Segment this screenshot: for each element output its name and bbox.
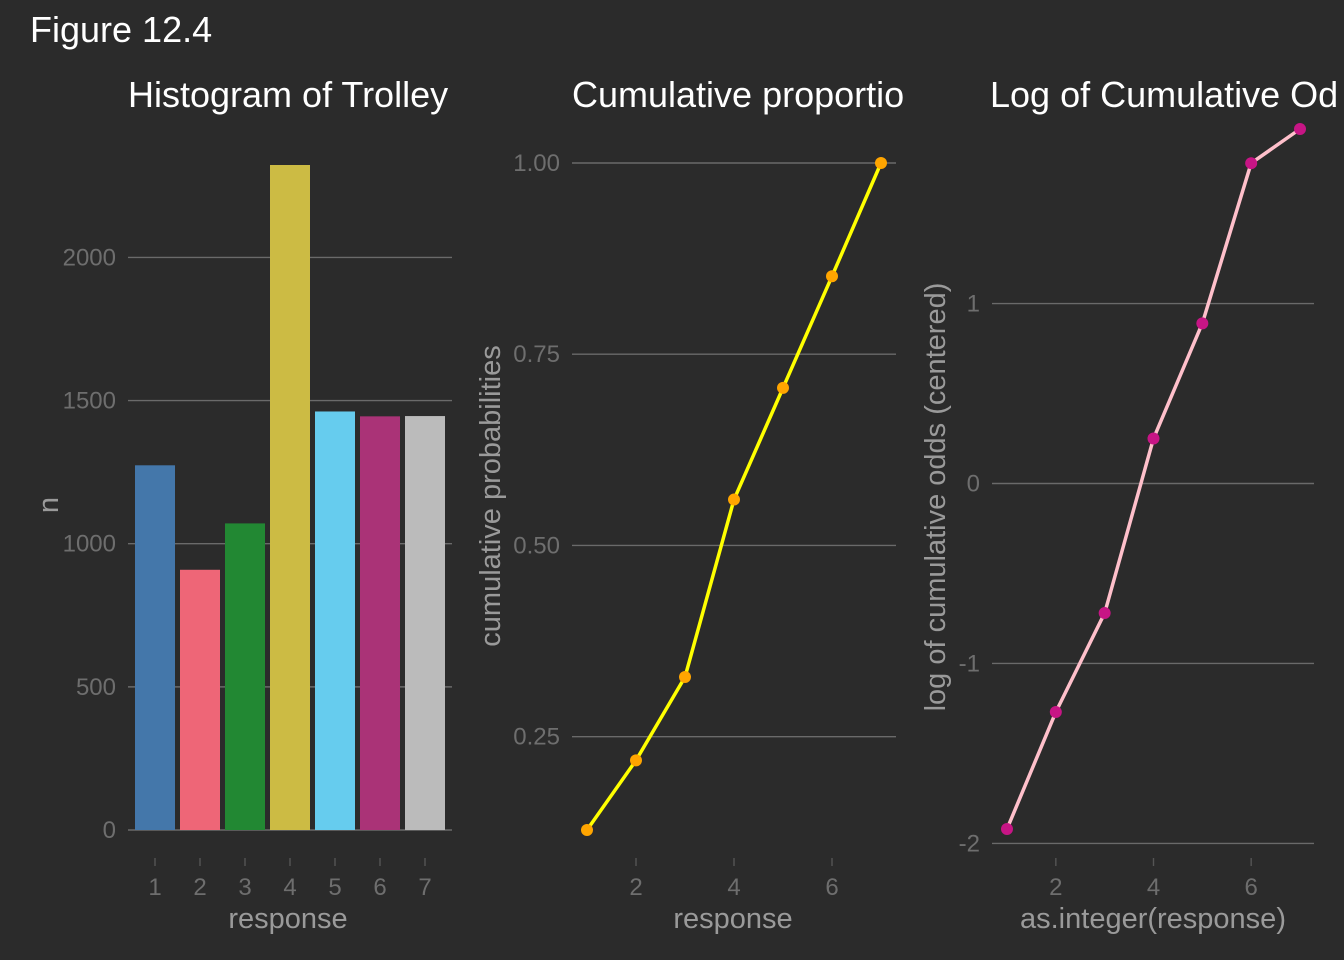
- data-point-4: [728, 493, 740, 506]
- x-tick-label: 4: [283, 874, 296, 901]
- bar-7: [405, 416, 445, 830]
- y-tick-label: 0.50: [513, 532, 560, 559]
- x-tick-label: 4: [727, 874, 740, 901]
- data-point-6: [826, 270, 838, 283]
- data-point-3: [1098, 607, 1111, 620]
- chart-panel-3: Log of Cumulative Od -2 -1 0 1 2 4 6as.integer(…: [920, 74, 1338, 935]
- y-tick-label: 0.75: [513, 341, 560, 368]
- y-tick-label: 0.25: [513, 724, 560, 751]
- y-tick-label: 2000: [63, 244, 116, 271]
- chart-title: Histogram of Trolley: [128, 74, 448, 115]
- x-axis-label: as.integer(response): [1020, 903, 1286, 935]
- y-tick-label: -1: [959, 650, 980, 677]
- data-point-1: [1001, 823, 1013, 835]
- data-point-2: [1049, 706, 1062, 719]
- x-tick-label: 2: [629, 874, 642, 901]
- bar-6: [360, 416, 400, 830]
- x-tick-label: 3: [238, 874, 251, 901]
- x-tick-label: 2: [1049, 874, 1062, 901]
- bar-3: [225, 523, 265, 830]
- y-tick-label: 0: [967, 470, 980, 497]
- data-point-7: [1294, 123, 1306, 135]
- x-tick-label: 4: [1147, 874, 1160, 901]
- x-axis-label: response: [228, 903, 347, 935]
- y-axis-label: cumulative probabilities: [475, 345, 507, 646]
- x-tick-label: 7: [418, 874, 431, 901]
- data-point-7: [875, 157, 887, 169]
- x-tick-label: 1: [148, 874, 161, 901]
- data-point-2: [630, 754, 642, 767]
- bar-4: [270, 165, 310, 831]
- y-axis-label: n: [33, 497, 65, 513]
- y-tick-label: 500: [76, 674, 116, 701]
- y-tick-label: 1: [967, 291, 980, 318]
- x-tick-label: 6: [825, 874, 838, 901]
- data-point-3: [679, 671, 691, 684]
- series-line: [1005, 127, 1302, 830]
- chart-title: Cumulative proportio: [572, 74, 904, 115]
- chart-title: Log of Cumulative Od: [990, 74, 1338, 115]
- data-point-6: [1245, 157, 1258, 170]
- data-point-5: [1196, 317, 1209, 330]
- chart-panel-1: Histogram of Trolley 0 500 1000 1500 2000 1 2 3 4…: [33, 74, 452, 935]
- data-point-4: [1147, 432, 1160, 445]
- y-tick-label: 0: [103, 817, 116, 844]
- data-point-1: [581, 824, 593, 836]
- bar-2: [180, 569, 220, 830]
- data-point-5: [777, 381, 789, 394]
- figure-label: Figure 12.4: [30, 9, 212, 50]
- y-axis-label: log of cumulative odds (centered): [920, 283, 952, 712]
- y-tick-label: -2: [959, 830, 980, 857]
- chart-panel-2: Cumulative proportio 0.25 0.50 0.75 1.00 2 4 6 r…: [475, 74, 904, 935]
- bar-1: [135, 465, 175, 830]
- bar-5: [315, 411, 355, 830]
- y-tick-label: 1500: [63, 388, 116, 415]
- x-tick-label: 6: [373, 874, 386, 901]
- x-tick-label: 2: [193, 874, 206, 901]
- y-tick-label: 1000: [63, 531, 116, 558]
- y-tick-label: 1.00: [513, 150, 560, 177]
- x-axis-label: response: [673, 903, 792, 935]
- x-tick-label: 5: [328, 874, 341, 901]
- x-tick-label: 6: [1244, 874, 1257, 901]
